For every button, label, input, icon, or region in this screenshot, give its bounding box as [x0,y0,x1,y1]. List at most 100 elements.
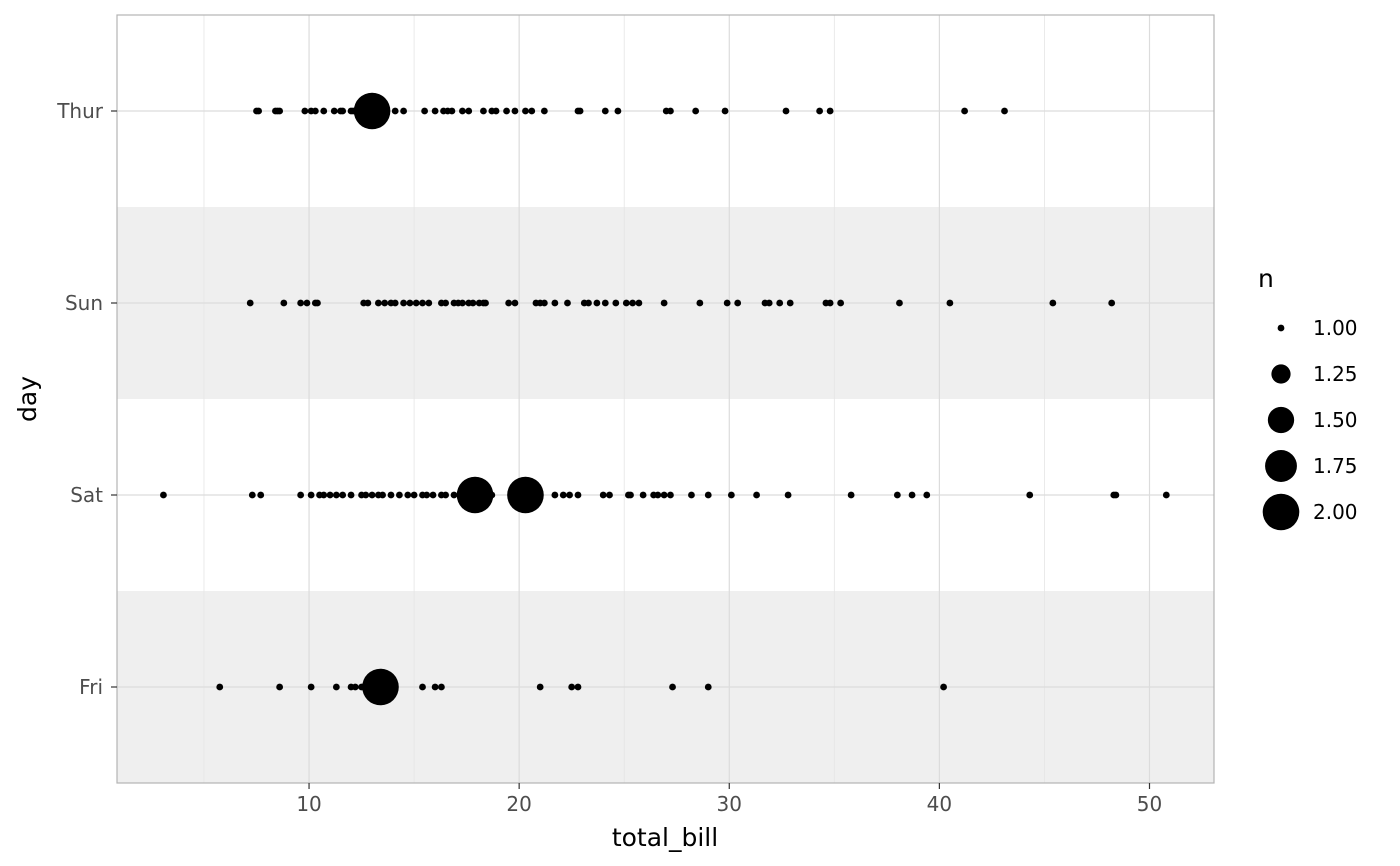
point-fri [574,683,582,691]
point-sat [599,491,607,499]
point-sat [410,491,418,499]
point-sun [314,299,321,307]
point-thur [692,107,700,115]
point-thur [601,107,609,115]
point-sat [320,491,328,499]
point-sat [784,491,792,499]
point-fri [332,683,340,691]
point-sat [387,491,395,499]
point-thur [311,107,319,115]
point-sat [404,491,412,499]
y-axis-title: day [13,376,42,422]
point-sat [297,491,305,499]
point-thur [465,107,473,115]
point-sun [837,299,845,307]
point-sat [368,491,376,499]
point-sun [826,299,834,307]
point-sun [551,299,559,307]
point-sat [362,491,370,499]
y-tick-label-fri: Fri [79,675,103,699]
point-sat [727,491,735,499]
point-sat [326,491,334,499]
x-tick-label: 30 [717,792,742,816]
point-sat [559,491,567,499]
point-thur [667,107,674,115]
point-sun [593,299,601,307]
point-sun [391,299,399,307]
point-thur [421,107,429,115]
point-sun [776,299,784,307]
legend-title: n [1258,264,1274,293]
point-fri [568,683,576,691]
point-fri [704,683,712,691]
legend-key [1267,406,1295,434]
point-sat [248,491,256,499]
point-sat [704,491,712,499]
point-sat [551,491,559,499]
point-thur [330,107,338,115]
x-tick-label: 20 [506,792,531,816]
point-fri [276,683,284,691]
point-fri [940,683,947,691]
legend-label: 1.25 [1313,362,1358,386]
point-thur [576,107,584,115]
point-sun [419,299,426,307]
y-tick-label-thur: Thur [56,99,104,123]
point-sun [585,299,592,307]
point-fri [438,683,445,691]
point-thur [614,107,622,115]
point-sun [459,299,466,307]
point-sun [564,299,571,307]
data-points [160,92,1170,706]
point-sun [629,299,637,307]
point-sun [425,299,433,307]
point-sat [627,491,634,499]
legend-label: 1.00 [1313,316,1358,340]
point-sat [654,491,662,499]
point-sun [374,299,382,307]
point-sat [667,491,674,499]
point-sun [635,299,643,307]
point-fri [362,668,399,706]
point-sun [1049,299,1057,307]
point-sat [1112,491,1120,499]
point-sun [622,299,630,307]
point-thur [400,107,407,115]
point-sat [660,491,668,499]
point-sun [469,299,477,307]
point-sun [612,299,620,307]
point-sun [765,299,773,307]
point-thur [522,107,529,115]
point-sat [507,476,544,514]
legend-key [1277,324,1285,332]
point-sun [482,299,489,307]
point-sat [307,491,315,499]
point-thur [492,107,500,115]
point-sat [450,491,458,499]
point-thur [459,107,466,115]
point-sat [332,491,340,499]
y-axis-ticks: Fri Sat Sun Thur [56,99,117,699]
x-axis-title: total_bill [612,823,718,852]
point-thur [528,107,536,115]
point-sat [456,476,494,514]
point-sun [246,299,254,307]
x-tick-label: 10 [296,792,321,816]
point-sat [1162,491,1170,499]
point-thur [540,107,548,115]
point-sun [280,299,288,307]
point-thur [301,107,309,115]
point-sun [946,299,954,307]
point-sun [412,299,420,307]
point-sun [601,299,609,307]
point-thur [339,107,347,115]
point-sun [505,299,513,307]
point-sat [379,491,386,499]
point-sat [339,491,347,499]
point-thur [816,107,824,115]
point-thur [353,92,391,130]
point-fri [216,683,224,691]
point-thur [448,107,456,115]
x-tick-label: 40 [927,792,952,816]
legend-label: 1.75 [1313,454,1358,478]
